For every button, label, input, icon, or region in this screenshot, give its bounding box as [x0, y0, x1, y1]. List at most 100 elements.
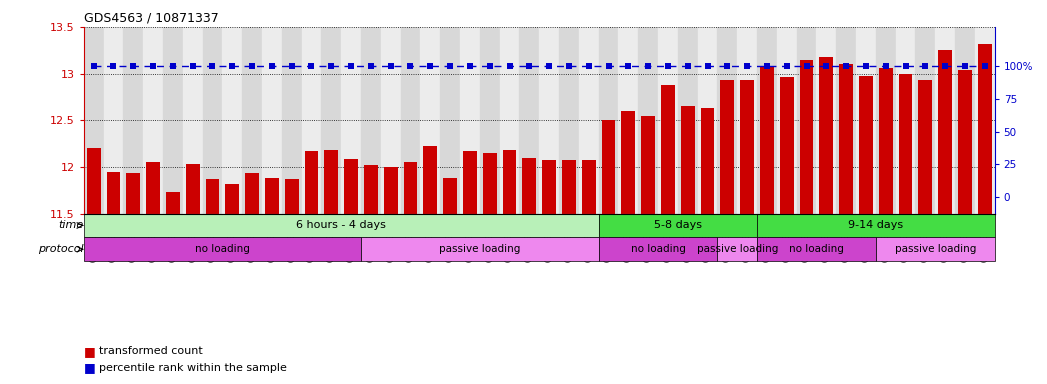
Bar: [757, 237, 876, 261]
Bar: [717, 27, 737, 214]
Bar: [859, 76, 873, 214]
Bar: [384, 167, 398, 214]
Bar: [918, 80, 932, 214]
Bar: [262, 27, 282, 214]
Text: GDS4563 / 10871337: GDS4563 / 10871337: [84, 11, 219, 24]
Bar: [895, 27, 915, 214]
Bar: [677, 27, 697, 214]
Bar: [757, 214, 995, 237]
Bar: [955, 27, 975, 214]
Bar: [222, 27, 242, 214]
Bar: [147, 162, 160, 214]
Text: 6 hours - 4 days: 6 hours - 4 days: [296, 220, 386, 230]
Bar: [401, 27, 421, 214]
Bar: [84, 237, 361, 261]
Bar: [700, 108, 714, 214]
Bar: [780, 77, 794, 214]
Bar: [423, 146, 438, 214]
Bar: [344, 159, 358, 214]
Bar: [84, 214, 599, 237]
Bar: [915, 27, 935, 214]
Text: no loading: no loading: [195, 244, 250, 254]
Bar: [978, 44, 992, 214]
Bar: [876, 27, 895, 214]
Bar: [717, 237, 757, 261]
Bar: [440, 27, 460, 214]
Bar: [599, 27, 619, 214]
Bar: [639, 27, 658, 214]
Bar: [302, 27, 321, 214]
Bar: [305, 151, 318, 214]
Bar: [820, 57, 833, 214]
Bar: [341, 27, 361, 214]
Bar: [658, 27, 677, 214]
Bar: [740, 80, 754, 214]
Bar: [876, 237, 995, 261]
Text: passive loading: passive loading: [696, 244, 778, 254]
Bar: [579, 27, 599, 214]
Text: no loading: no loading: [789, 244, 844, 254]
Bar: [797, 27, 817, 214]
Bar: [321, 27, 341, 214]
Bar: [443, 178, 458, 214]
Bar: [127, 174, 140, 214]
Bar: [599, 237, 717, 261]
Bar: [720, 80, 734, 214]
Bar: [562, 161, 576, 214]
Bar: [87, 148, 101, 214]
Bar: [245, 174, 259, 214]
Bar: [242, 27, 262, 214]
Bar: [361, 27, 381, 214]
Bar: [282, 27, 302, 214]
Bar: [421, 27, 440, 214]
Bar: [325, 150, 338, 214]
Bar: [840, 64, 853, 214]
Text: passive loading: passive loading: [894, 244, 976, 254]
Bar: [183, 27, 202, 214]
Bar: [84, 27, 104, 214]
Bar: [107, 172, 120, 214]
Bar: [403, 162, 418, 214]
Bar: [599, 214, 757, 237]
Bar: [661, 85, 675, 214]
Bar: [760, 66, 774, 214]
Bar: [602, 120, 616, 214]
Bar: [935, 27, 955, 214]
Bar: [499, 27, 519, 214]
Text: protocol: protocol: [38, 244, 84, 254]
Bar: [621, 111, 636, 214]
Bar: [938, 50, 952, 214]
Text: transformed count: transformed count: [99, 346, 203, 356]
Bar: [539, 27, 559, 214]
Bar: [817, 27, 837, 214]
Text: percentile rank within the sample: percentile rank within the sample: [99, 363, 287, 373]
Bar: [163, 27, 183, 214]
Text: ■: ■: [84, 345, 95, 358]
Bar: [522, 157, 536, 214]
Bar: [559, 27, 579, 214]
Bar: [542, 161, 556, 214]
Bar: [737, 27, 757, 214]
Text: ■: ■: [84, 361, 95, 374]
Bar: [503, 150, 516, 214]
Bar: [143, 27, 163, 214]
Bar: [483, 153, 496, 214]
Bar: [460, 27, 480, 214]
Bar: [202, 27, 222, 214]
Bar: [641, 116, 655, 214]
Bar: [958, 70, 972, 214]
Bar: [205, 179, 220, 214]
Bar: [265, 178, 279, 214]
Text: passive loading: passive loading: [439, 244, 520, 254]
Bar: [480, 27, 499, 214]
Bar: [898, 74, 913, 214]
Bar: [975, 27, 995, 214]
Bar: [225, 184, 239, 214]
Bar: [185, 164, 200, 214]
Bar: [757, 27, 777, 214]
Bar: [381, 27, 401, 214]
Bar: [361, 237, 599, 261]
Text: 9-14 days: 9-14 days: [848, 220, 904, 230]
Bar: [124, 27, 143, 214]
Text: no loading: no loading: [630, 244, 686, 254]
